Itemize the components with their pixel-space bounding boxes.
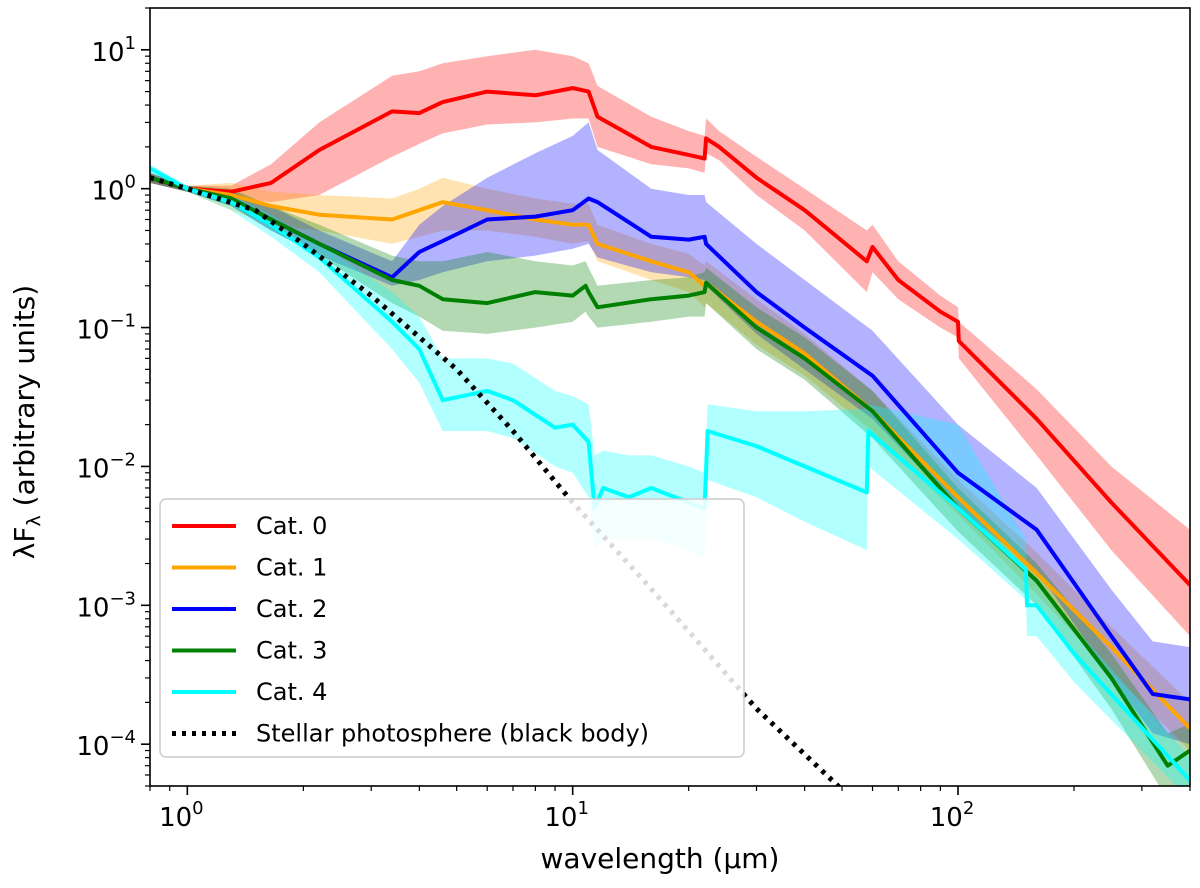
y-tick-label: 10−3 (76, 588, 136, 623)
y-axis-label: λFλ (arbitrary units) (8, 285, 45, 559)
y-tick-label: 10−4 (76, 727, 136, 762)
legend: Cat. 0 Cat. 1 Cat. 2 Cat. 3 Cat. 4 Stellar ph… (159, 498, 745, 758)
y-axis-label-subscript: λ (23, 515, 45, 526)
y-tick-label: 100 (91, 172, 136, 207)
y-tick-label: 101 (91, 33, 136, 68)
legend-label-cat-4: Cat. 4 (256, 678, 327, 706)
series-lines (150, 86, 1190, 786)
line-cat-3 (150, 175, 1190, 768)
x-axis-label: wavelength (μm) (541, 842, 780, 875)
x-axis: 100 101 102 (149, 786, 1191, 833)
legend-label-cat-1: Cat. 1 (256, 554, 327, 582)
plot-frame (149, 7, 1191, 787)
x-tick-label: 100 (159, 798, 204, 833)
legend-label-cat-0: Cat. 0 (256, 512, 327, 540)
legend-label-cat-2: Cat. 2 (256, 595, 327, 623)
x-tick-label: 102 (930, 798, 975, 833)
x-tick-label: 101 (544, 798, 589, 833)
line-cat-0 (150, 86, 1190, 587)
band-cat-4 (150, 164, 1190, 786)
legend-label-stellar-photosphere-black-body: Stellar photosphere (black body) (256, 720, 649, 748)
y-axis-label-main: λF (8, 527, 41, 560)
band-cat-2 (150, 122, 1190, 745)
band-cat-0 (150, 49, 1190, 637)
legend-label-cat-3: Cat. 3 (256, 637, 327, 665)
legend-box (159, 498, 745, 758)
y-tick-label: 10−1 (76, 311, 136, 346)
line-cat-4 (150, 166, 1190, 782)
y-tick-label: 10−2 (76, 449, 136, 484)
y-axis: 101 100 10−1 10−2 10−3 10−4 (76, 7, 150, 787)
y-axis-label-suffix: (arbitrary units) (8, 285, 41, 515)
